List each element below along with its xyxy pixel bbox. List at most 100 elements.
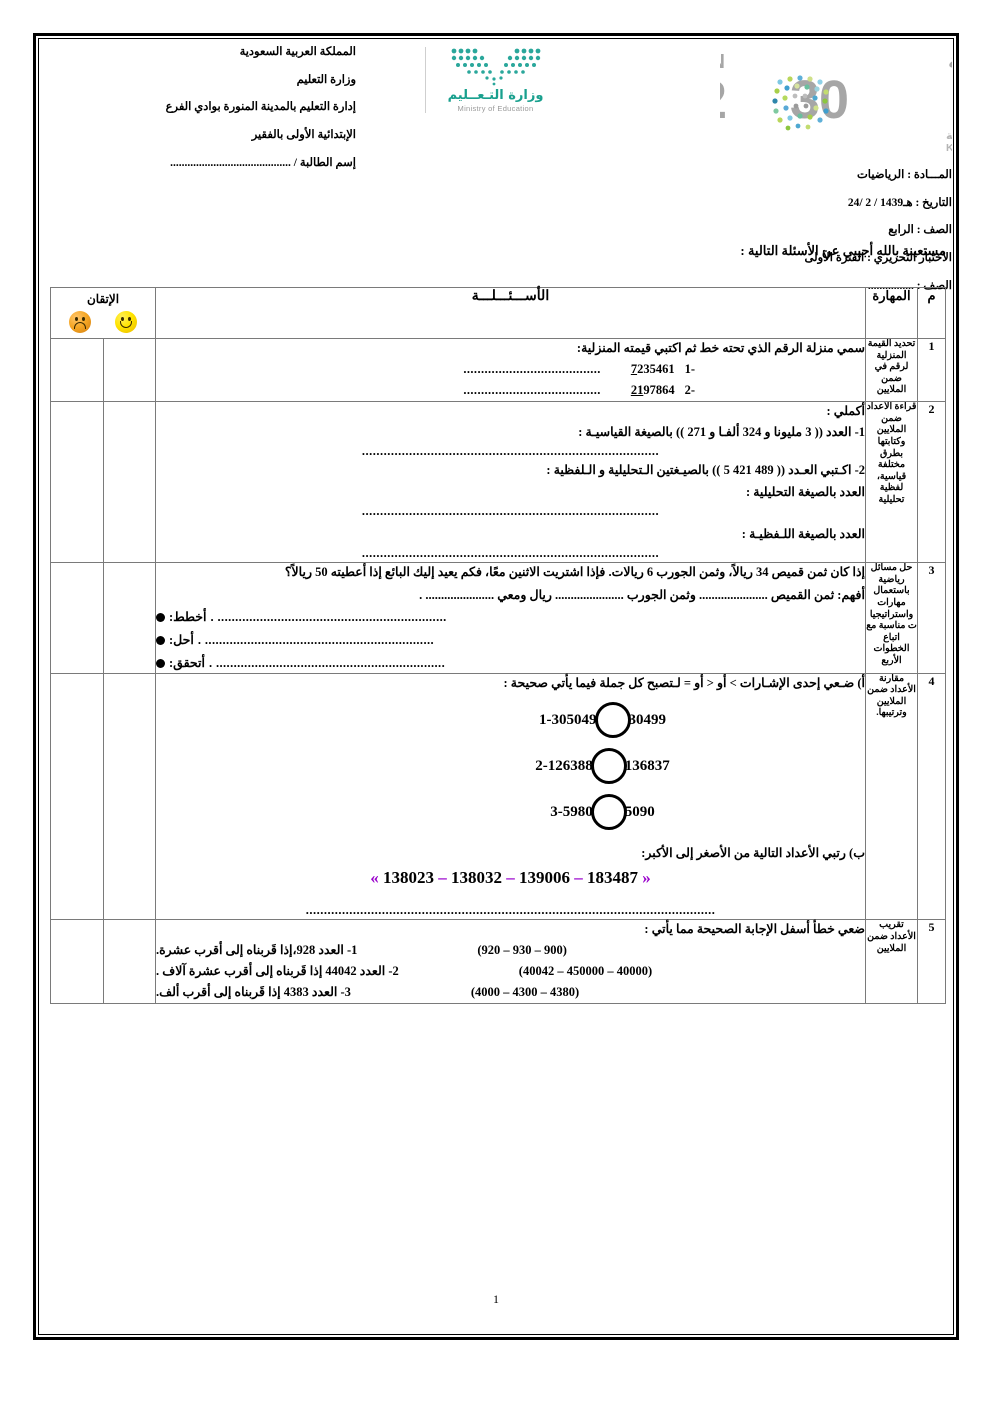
q3-understand-line[interactable]: أفهم: ثمن القميص ...................... … [419, 587, 865, 602]
q1-item-answer-dots[interactable]: ....................................... [463, 361, 601, 376]
q4-compare-left: 305049 [551, 712, 597, 729]
q5-options[interactable]: (920 – 930 – 900) [477, 943, 567, 958]
row-number: 1 [917, 337, 946, 403]
q5-item: 3- العدد 4383 إذا قَربناه إلى أقرب ألف. … [156, 983, 865, 1002]
q4-part-b-instruction: ب) رتبي الأعداد التالية من الأصغر إلى ال… [641, 846, 865, 861]
grade-value: الرابع [888, 224, 914, 237]
mastery-ok-cell[interactable] [103, 401, 156, 564]
svg-text:KINGDOM OF SAUDI ARABIA: KINGDOM OF SAUDI ARABIA [946, 142, 952, 154]
question-3-cell: إذا كان ثمن قميص 34 ريالاً، وثمن الجورب … [155, 562, 866, 674]
q4-guillemet-close: » [642, 868, 651, 888]
header-divider [424, 46, 426, 113]
mastery-no-cell[interactable] [50, 401, 104, 564]
subject-line: المـــادة : الرياضيات [620, 169, 952, 182]
exam-line: الاختبار التحريري : الفترة الأولى [620, 252, 952, 265]
q3-step: أخطط: ..................................… [156, 608, 865, 627]
q5-instruction: ضعي خطأ أسفل الإجابة الصحيحة مما يأتي : [644, 922, 865, 937]
q3-step-label: أخطط: [169, 610, 207, 625]
q3-step: أحل: ...................................… [156, 631, 865, 650]
svg-text:المملكة العربية السعودية: المملكة العربية السعودية [946, 129, 952, 142]
q4-answer-dots[interactable]: ........................................… [305, 902, 716, 917]
q2-sub2-dots[interactable]: ........................................… [361, 545, 660, 560]
subject-label: المـــادة : [907, 169, 952, 181]
q4-compare-right: 30499 [628, 712, 667, 729]
exam-label: الاختبار التحريري : [867, 251, 952, 264]
q5-options[interactable]: (40042 – 450000 – 40000) [518, 963, 653, 978]
q1-title: سمي منزلة الرقم الذي تحته خط ثم اكتبي قي… [576, 341, 865, 355]
table-row: 1 تحديد القيمة المنزلية لرقم في ضمن المل… [50, 337, 946, 403]
subject-value: الرياضيات [856, 169, 905, 181]
q4-seq-sep: – [438, 868, 447, 888]
mastery-ok-cell[interactable] [103, 562, 156, 674]
header-left-block: رؤيـــة VISION 2 30 [610, 40, 952, 292]
q5-item: 2- العدد 44042 إذا قَربناه إلى أقرب عشرة… [156, 962, 865, 981]
row-number: 4 [917, 672, 946, 921]
header-right-block: المملكة العربية السعودية وزارة التعليم إ… [40, 40, 370, 200]
q4-compare-row: 3- 5980 5090 [156, 794, 865, 831]
q4-sequence: « 138023 – 138032 – 139006 – 183487 » [156, 865, 865, 891]
q4-seq-num: 138032 [451, 868, 502, 888]
vision-2030-logo-svg: رؤيـــة VISION 2 30 [720, 49, 952, 154]
school-line: الإبتدائية الأولى بالفقير [251, 128, 356, 141]
moe-logo-arabic: وزارة التـعــليم [447, 88, 544, 103]
mastery-ok-cell[interactable] [103, 919, 156, 1005]
row-number: 2 [917, 401, 946, 564]
exam-table: م المهارة الأســـئـــلـــة الإتقان 1 تحد… [50, 287, 946, 1005]
education-dept-line: إدارة التعليم بالمدينة المنورة بوادي الف… [165, 101, 356, 114]
q4-answer-circle[interactable] [594, 702, 631, 739]
q1-item-number: 2197864 [630, 382, 675, 397]
vision-2030-logo: رؤيـــة VISION 2 30 [694, 46, 952, 154]
q2-sub1-label: العدد بالصيغة التحليلية : [745, 485, 865, 500]
q2-sub1-dots[interactable]: ........................................… [361, 504, 660, 518]
mastery-ok-cell[interactable] [103, 337, 156, 403]
student-name-field[interactable]: إسم الطالبة / ..........................… [40, 157, 356, 170]
page-border [33, 33, 959, 1340]
q4-answer-circle[interactable] [590, 748, 627, 785]
moe-logo-english: Ministry of Education [457, 104, 534, 113]
q5-question: 3- العدد 4383 إذا قَربناه إلى أقرب ألف. [156, 984, 351, 999]
mastery-no-cell[interactable] [50, 337, 104, 403]
q4-compare-left: 126388 [547, 758, 593, 775]
q1-item-index: 1- [684, 361, 695, 376]
col-header-skill: المهارة [865, 287, 918, 339]
mastery-no-cell[interactable] [50, 919, 104, 1005]
q5-question: 2- العدد 44042 إذا قَربناه إلى أقرب عشرة… [156, 963, 399, 978]
q2-title: أكملي : [826, 404, 866, 419]
q4-guillemet-open: « [370, 868, 379, 888]
q4-compare-row: 2- 126388 136837 [156, 748, 865, 785]
q3-step-dots[interactable]: ........................................… [208, 655, 446, 670]
q1-item-answer-dots[interactable]: ....................................... [463, 382, 601, 397]
bullet-icon [156, 636, 165, 646]
date-line: التاريخ : 24/ 2 / 1439هـ [620, 197, 952, 210]
table-row: 3 حل مسائل رياضية باستعمال مهارات واسترا… [50, 562, 946, 674]
q4-answer-circle[interactable] [590, 794, 627, 831]
q2-part1-dots[interactable]: ........................................… [361, 443, 660, 458]
table-row: 4 مقارنة الأعداد ضمن الملايين وترتيبها. … [50, 672, 946, 921]
q3-step-dots[interactable]: ........................................… [210, 610, 447, 625]
date-value: 24/ 2 / 1439هـ [847, 196, 913, 209]
kingdom-line: المملكة العربية السعودية [239, 46, 356, 58]
q3-step-dots[interactable]: ........................................… [197, 633, 435, 648]
table-row: 2 قراءة الأعداد ضمن الملايين وكتابتها بط… [50, 401, 946, 564]
q3-problem-text: إذا كان ثمن قميص 34 ريالاً، وثمن الجورب … [284, 565, 865, 580]
q4-compare-left: 5980 [562, 804, 593, 821]
sad-face-icon [69, 311, 91, 333]
mastery-no-cell[interactable] [50, 562, 104, 674]
q2-sub2-label: العدد بالصيغة اللـفظيـة : [741, 526, 865, 541]
q1-item: 2- 2197864 .............................… [156, 381, 865, 400]
table-row: 5 تقريب الأعداد ضمن الملايين ضعي خطأ أسف… [50, 919, 946, 1005]
mastery-no-cell[interactable] [50, 672, 104, 921]
q5-item: 1- العدد 928،إذا قَربناه إلى أقرب عشرة. … [156, 941, 865, 960]
col-header-num: م [917, 287, 946, 339]
bullet-icon [156, 613, 165, 623]
q5-options[interactable]: (4000 – 4300 – 4380) [470, 984, 580, 999]
page-border-inner [38, 38, 954, 1335]
student-name-dots: ........................................… [170, 156, 291, 169]
q2-part2: 2- اكـتبي العـدد (( 489 421 5 )) بالصيـغ… [546, 462, 865, 477]
q4-compare-index: 1- [539, 712, 552, 729]
q4-compare-index: 2- [535, 758, 548, 775]
mastery-ok-cell[interactable] [103, 672, 156, 921]
grade-label: الصف : [916, 224, 952, 237]
document-header: المملكة العربية السعودية وزارة التعليم إ… [40, 40, 952, 292]
grade-line: الصف : الرابع [620, 224, 952, 237]
